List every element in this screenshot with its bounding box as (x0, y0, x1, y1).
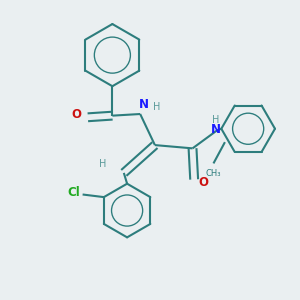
Text: N: N (139, 98, 149, 111)
Text: CH₃: CH₃ (206, 169, 221, 178)
Text: H: H (212, 115, 219, 125)
Text: H: H (153, 103, 160, 112)
Text: H: H (99, 159, 106, 169)
Text: N: N (210, 123, 220, 136)
Text: Cl: Cl (67, 186, 80, 200)
Text: O: O (198, 176, 208, 189)
Text: O: O (71, 107, 81, 121)
